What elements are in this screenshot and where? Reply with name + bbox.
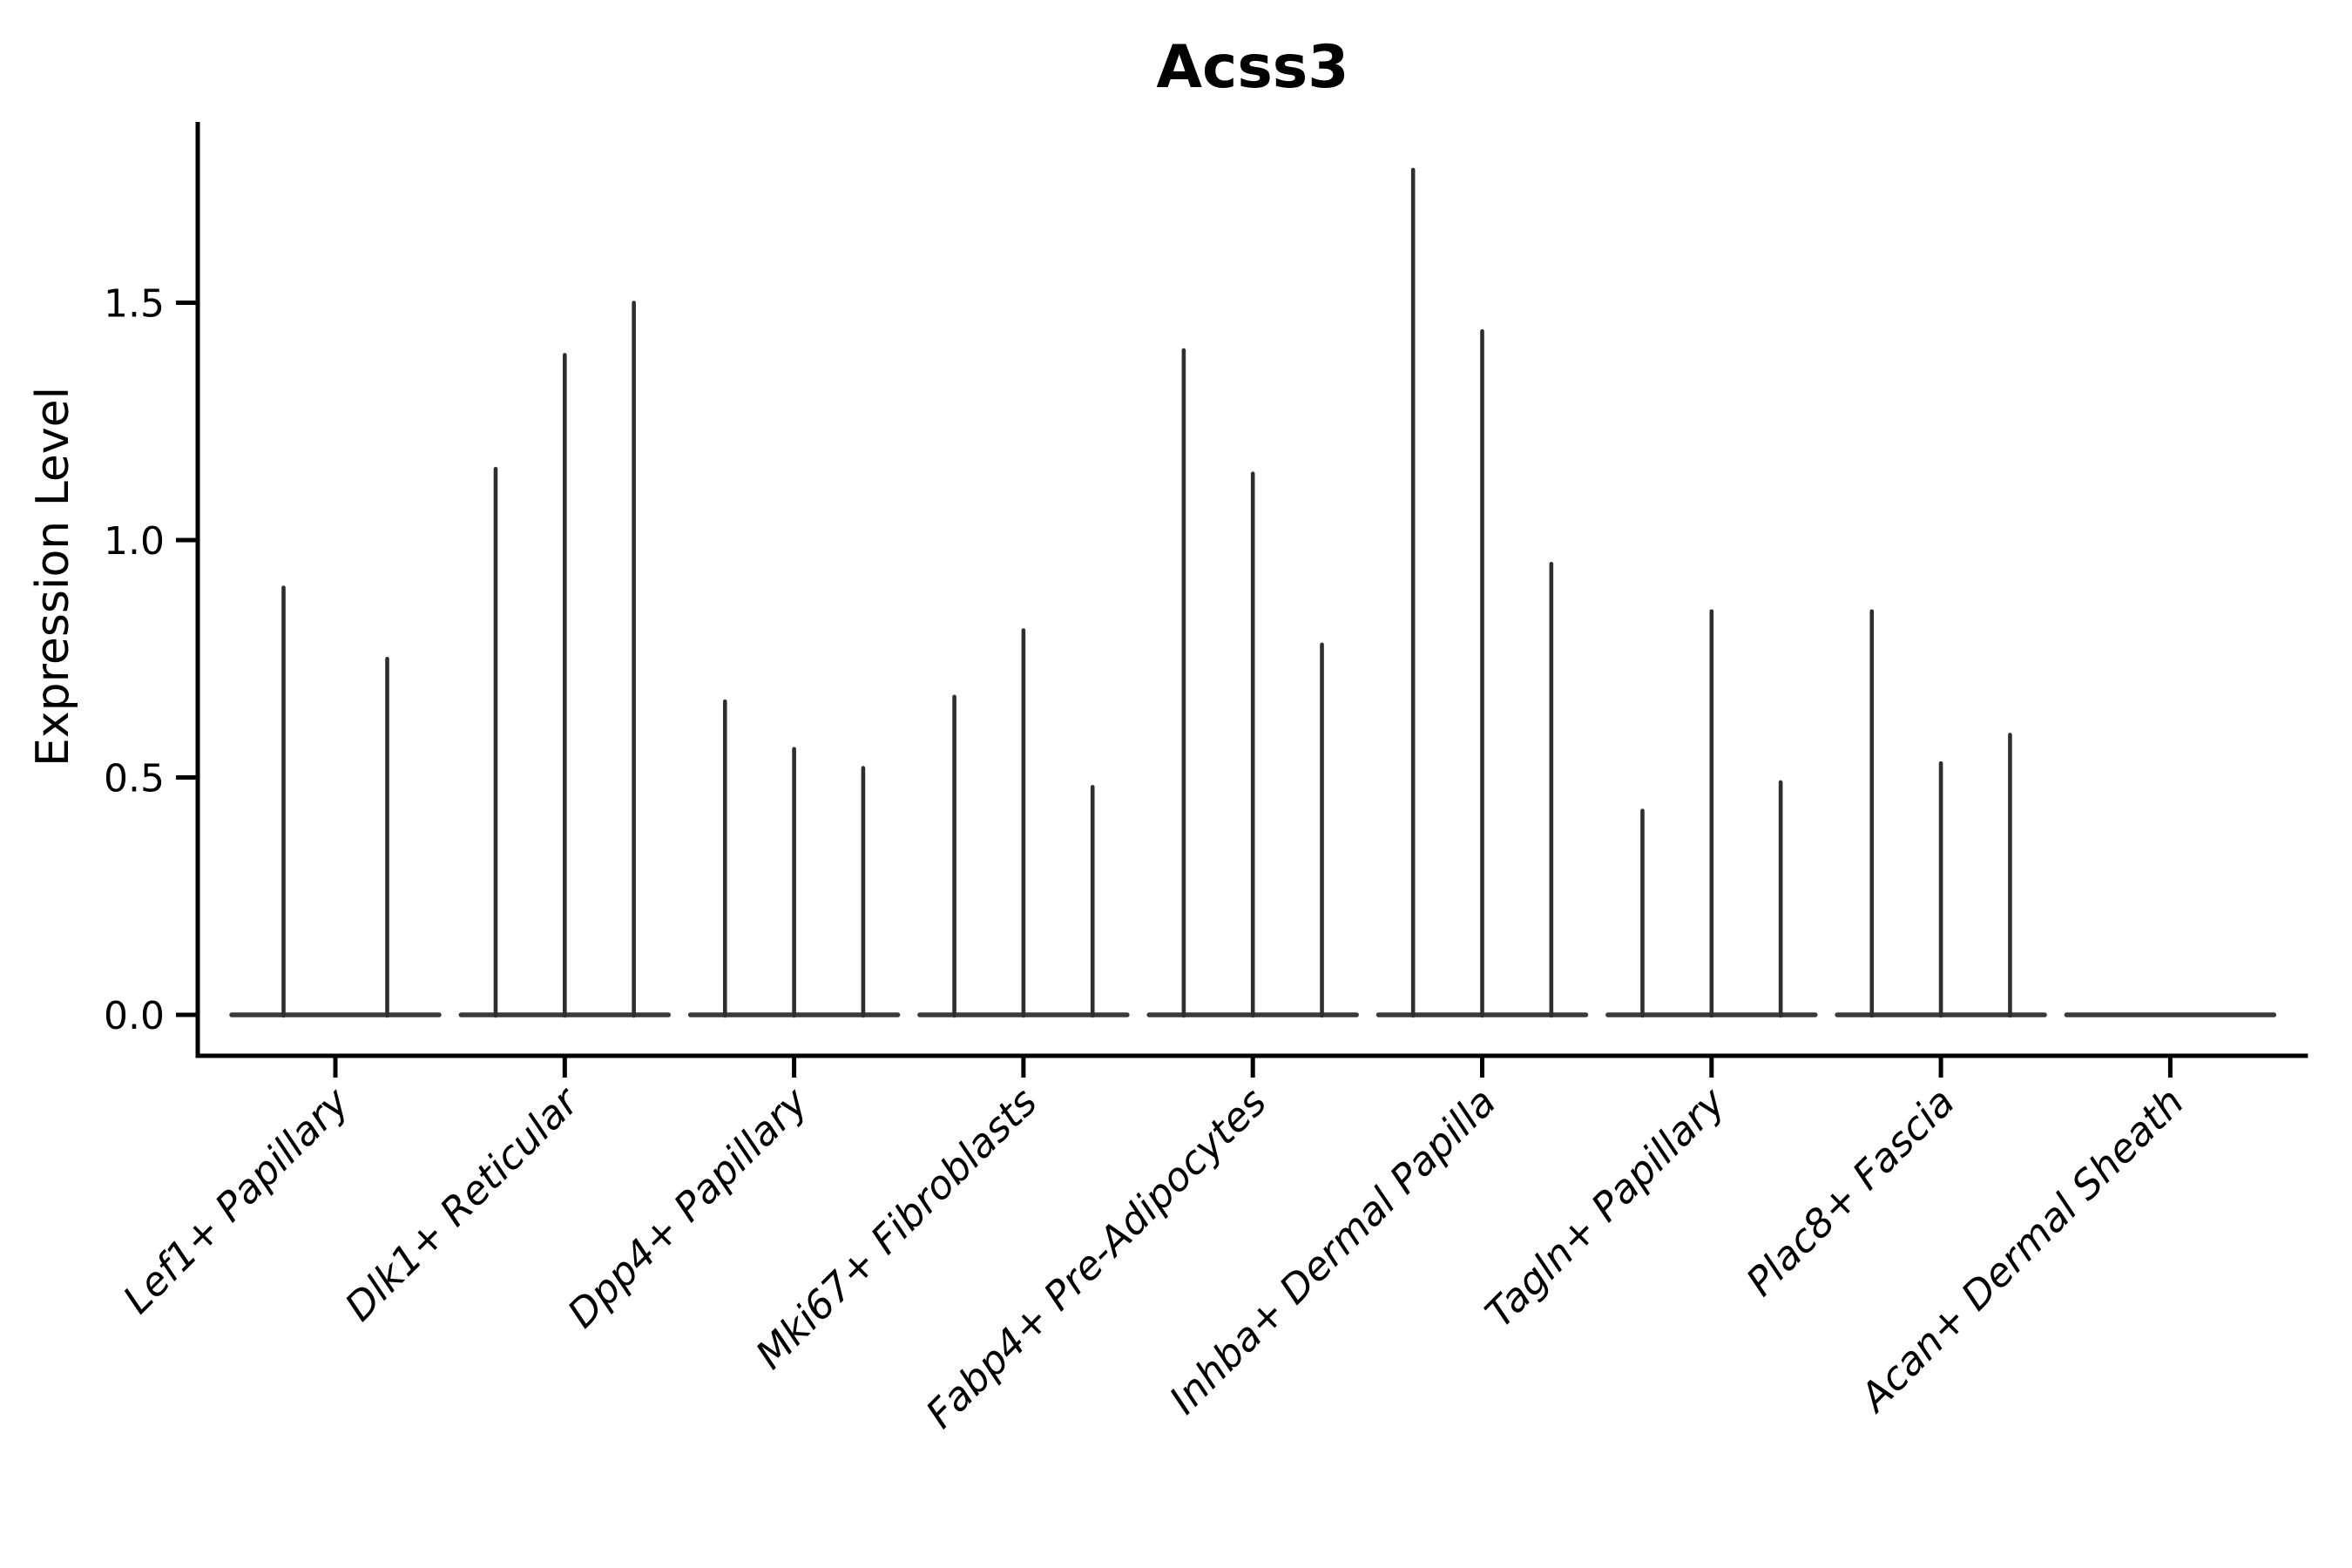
x-category-label: Tagln+ Papillary [1477, 1078, 1735, 1336]
x-category-label: Plac8+ Fascia [1737, 1078, 1963, 1305]
y-tick-label: 0.5 [104, 757, 165, 801]
x-category-label: Dlk1+ Reticular [336, 1078, 589, 1330]
y-tick-label: 1.0 [104, 519, 165, 564]
y-tick-label: 0.0 [104, 994, 165, 1038]
x-category-label: Lef1+ Papillary [114, 1078, 359, 1322]
y-tick-label: 1.5 [104, 282, 165, 327]
y-axis-label: Expression Level [27, 387, 79, 767]
chart-title: Acss3 [1156, 33, 1348, 102]
x-category-label: Dpp4+ Papillary [558, 1078, 817, 1336]
